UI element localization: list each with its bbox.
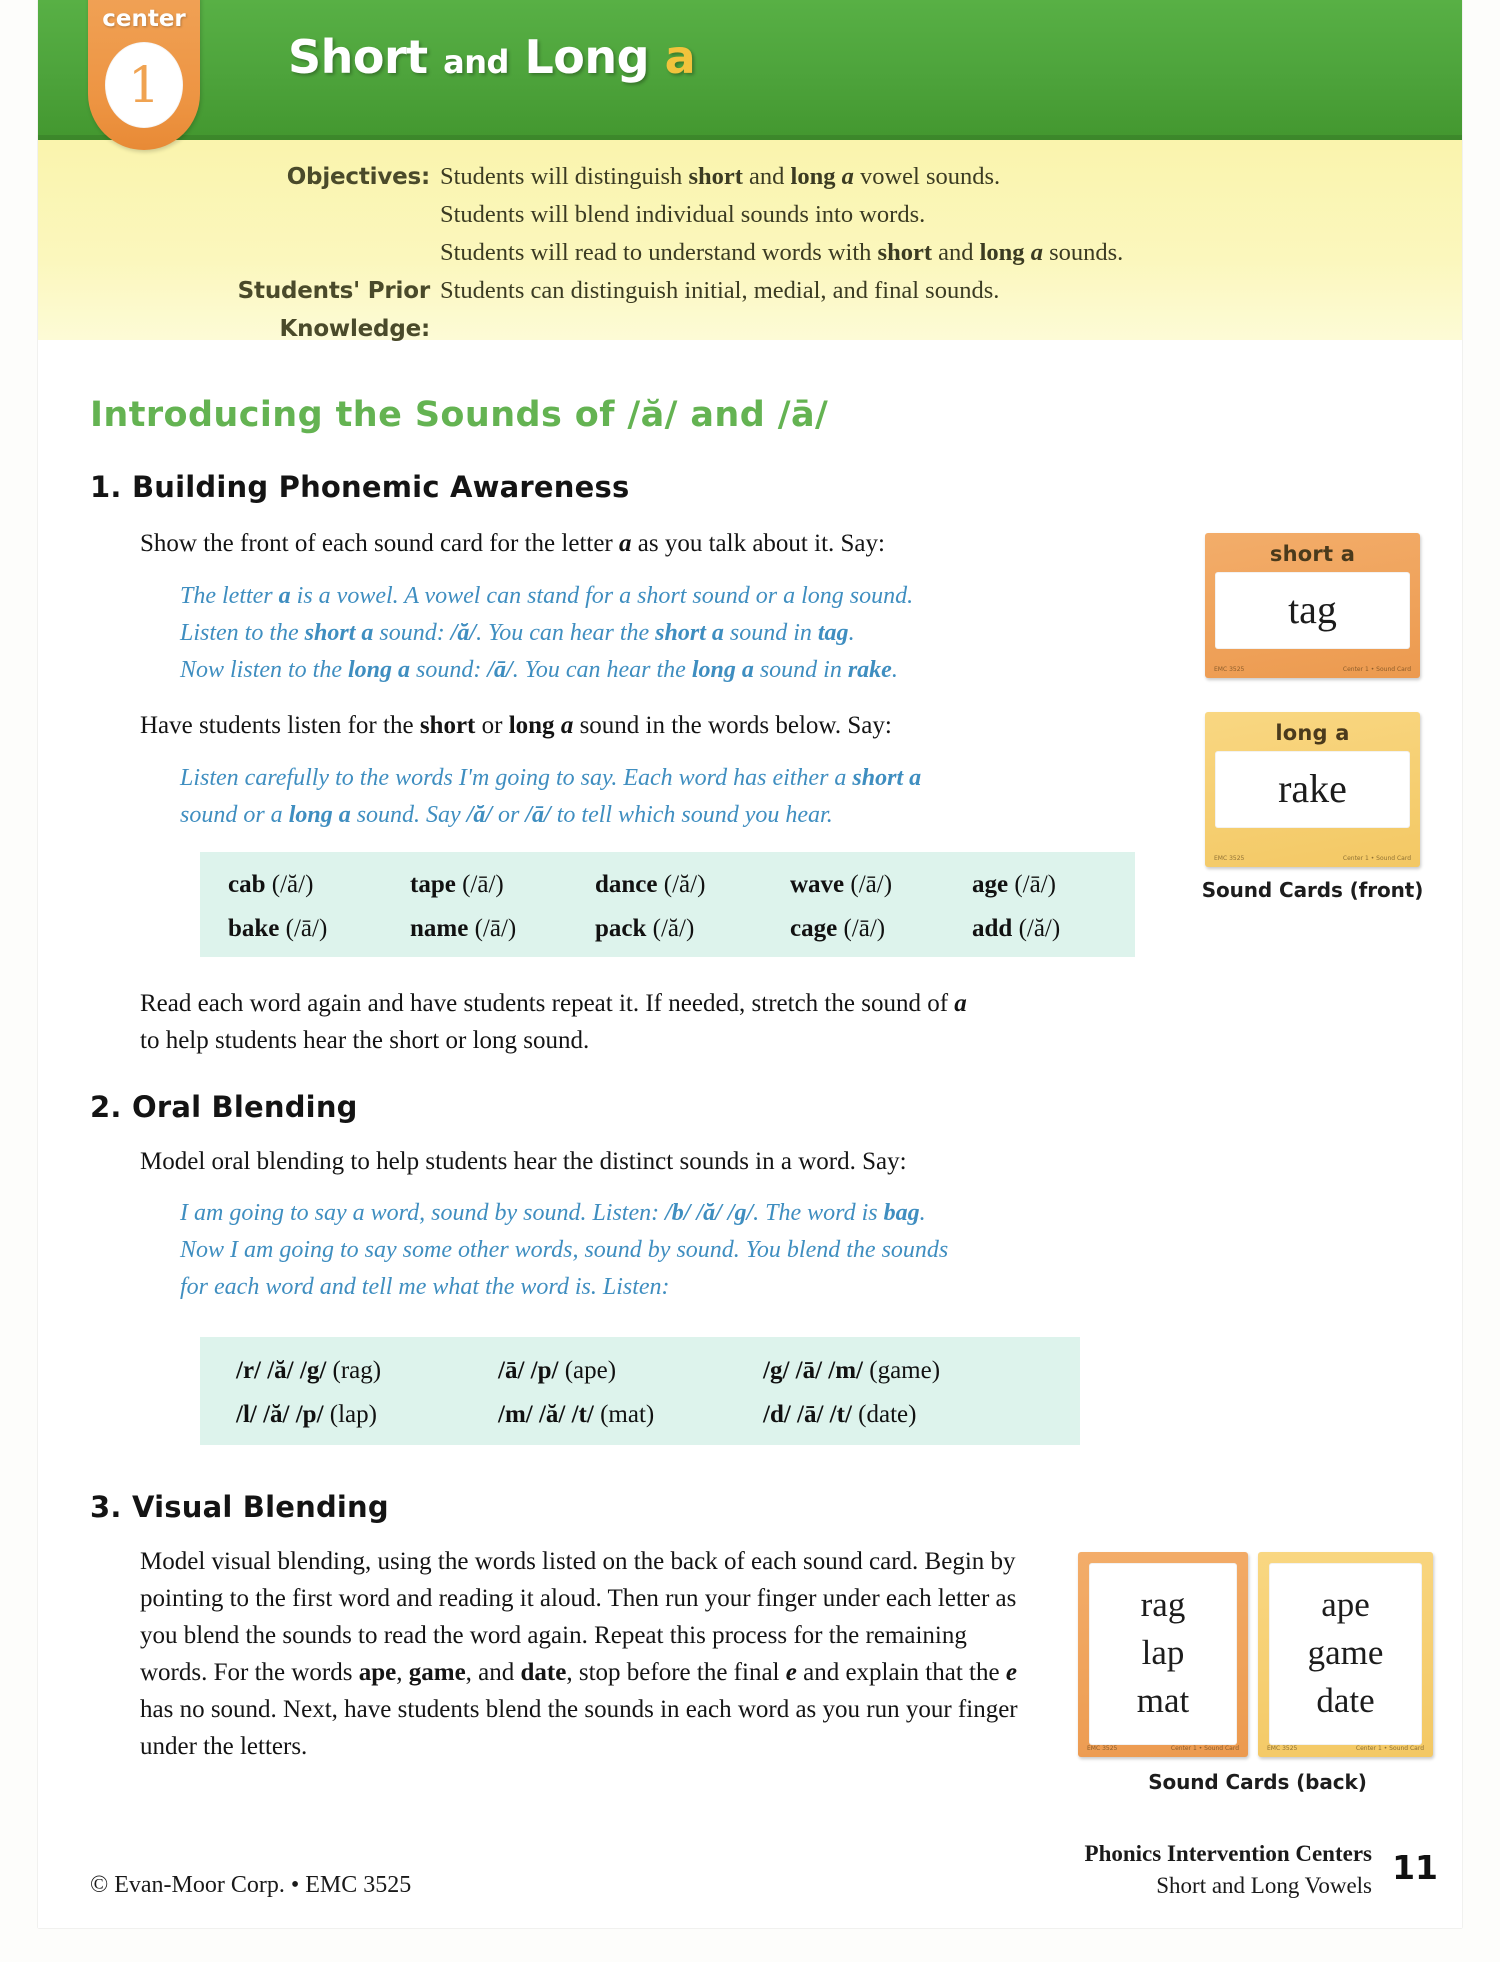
center-tab-number: 1 xyxy=(105,42,183,128)
sound-card-footer: EMC 3525 Center 1 • Sound Card xyxy=(1205,855,1420,864)
objective-line-3: Students will read to understand words w… xyxy=(440,239,1124,266)
center-tab-label: center xyxy=(102,6,186,32)
section-3-label: Visual Blending xyxy=(132,1490,389,1524)
card-foot-left: EMC 3525 xyxy=(1214,666,1245,673)
section-1-intro-2: Have students listen for the short or lo… xyxy=(140,712,892,739)
sound-card-footer: EMC 3525 Center 1 • Sound Card xyxy=(1078,1745,1248,1754)
header-banner: Short and Long a xyxy=(38,0,1462,140)
prior-knowledge-text: Students can distinguish initial, medial… xyxy=(440,277,1000,304)
objectives-banner xyxy=(38,140,1462,340)
script-line: Listen carefully to the words I'm going … xyxy=(180,765,922,791)
section-1-script-1: The letter a is a vowel. A vowel can sta… xyxy=(180,578,1060,689)
card-foot-left: EMC 3525 xyxy=(1214,855,1245,862)
sound-card-word: rake xyxy=(1215,751,1410,828)
section-2-index: 2. xyxy=(90,1090,122,1124)
section-1-label: Building Phonemic Awareness xyxy=(132,470,630,504)
sound-cards-front-caption: Sound Cards (front) xyxy=(1201,878,1424,902)
sound-card-back-long-a: ape game date EMC 3525 Center 1 • Sound Ca… xyxy=(1258,1552,1433,1757)
center-number-tab: center 1 xyxy=(88,0,200,150)
word-row: cab (/ă/) tape (/ā/) dance (/ă/) wave (/… xyxy=(228,863,1107,907)
objective-line-2: Students will blend individual sounds in… xyxy=(440,201,926,228)
objective-line-1: Students will distinguish short and long… xyxy=(440,163,1001,190)
section-3-body: Model visual blending, using the words l… xyxy=(140,1548,1018,1760)
section-heading: Introducing the Sounds of /ă/ and /ā/ xyxy=(90,395,829,435)
prior-knowledge-row: Students' Prior Knowledge: Students can … xyxy=(120,272,1420,348)
word-cell: age (/ā/) xyxy=(972,871,1056,898)
word-cell: /g/ /ā/ /m/ (game) xyxy=(763,1357,941,1384)
sound-card-word: tag xyxy=(1215,572,1410,649)
section-3-title: 3. Visual Blending xyxy=(90,1490,389,1524)
sound-card-category: long a xyxy=(1275,721,1350,745)
sound-card-footer: EMC 3525 Center 1 • Sound Card xyxy=(1258,1745,1433,1754)
sound-cards-back-caption: Sound Cards (back) xyxy=(1148,1770,1367,1794)
series-subtitle: Short and Long Vowels xyxy=(1156,1873,1372,1898)
word-cell: add (/ă/) xyxy=(972,915,1061,942)
word-cell: pack (/ă/) xyxy=(595,915,695,942)
card-foot-right: Center 1 • Sound Card xyxy=(1170,1745,1239,1752)
card-foot-left: EMC 3525 xyxy=(1087,1745,1118,1752)
script-line: I am going to say a word, sound by sound… xyxy=(180,1200,926,1226)
word-row: /l/ /ă/ /p/ (lap) /m/ /ă/ /t/ (mat) /d/ … xyxy=(236,1393,1044,1437)
sound-card-word-list: rag lap mat xyxy=(1089,1563,1237,1745)
word-cell: /d/ /ā/ /t/ (date) xyxy=(763,1401,917,1428)
sound-card-front-short-a: short a tag EMC 3525 Center 1 • Sound Ca… xyxy=(1205,533,1420,678)
section-1-outro: Read each word again and have students r… xyxy=(140,990,967,1054)
section-2-title: 2. Oral Blending xyxy=(90,1090,358,1124)
sound-card-back-short-a: rag lap mat EMC 3525 Center 1 • Sound Card xyxy=(1078,1552,1248,1757)
script-line: The letter a is a vowel. A vowel can sta… xyxy=(180,583,914,609)
word-cell: /r/ /ă/ /g/ (rag) xyxy=(236,1357,382,1384)
page-title: Short and Long a xyxy=(288,30,696,84)
word-row: bake (/ā/) name (/ā/) pack (/ă/) cage (/… xyxy=(228,907,1107,951)
script-line: for each word and tell me what the word … xyxy=(180,1274,670,1300)
card-foot-right: Center 1 • Sound Card xyxy=(1342,666,1411,673)
section-1-intro: Show the front of each sound card for th… xyxy=(140,530,885,557)
sound-card-front-long-a: long a rake EMC 3525 Center 1 • Sound Ca… xyxy=(1205,712,1420,867)
section-1-word-grid: cab (/ă/) tape (/ā/) dance (/ă/) wave (/… xyxy=(200,852,1135,957)
word-cell: cage (/ā/) xyxy=(790,915,886,942)
sound-card-word-list: ape game date xyxy=(1269,1563,1422,1745)
word-cell: bake (/ā/) xyxy=(228,915,328,942)
script-line: Now listen to the long a sound: /ā/. You… xyxy=(180,657,898,683)
script-line: sound or a long a sound. Say /ă/ or /ā/ … xyxy=(180,802,833,828)
objectives-row-3: Students will read to understand words w… xyxy=(120,234,1420,272)
word-cell: tape (/ā/) xyxy=(410,871,504,898)
word-cell: cab (/ă/) xyxy=(228,871,314,898)
section-3-index: 3. xyxy=(90,1490,122,1524)
section-2-script: I am going to say a word, sound by sound… xyxy=(180,1195,1080,1306)
title-long: Long xyxy=(524,30,650,84)
prior-knowledge-label: Students' Prior Knowledge: xyxy=(237,278,431,342)
objectives-row-2: Students will blend individual sounds in… xyxy=(120,196,1420,234)
section-2-word-grid: /r/ /ă/ /g/ (rag) /ā/ /p/ (ape) /g/ /ā/ … xyxy=(200,1337,1080,1445)
objectives-block: Objectives: Students will distinguish sh… xyxy=(120,158,1420,348)
card-foot-right: Center 1 • Sound Card xyxy=(1342,855,1411,862)
card-foot-left: EMC 3525 xyxy=(1267,1745,1298,1752)
title-vowel: a xyxy=(664,30,696,84)
copyright-text: © Evan-Moor Corp. • EMC 3525 xyxy=(90,1872,412,1898)
title-and: and xyxy=(443,43,509,81)
word-row: /r/ /ă/ /g/ (rag) /ā/ /p/ (ape) /g/ /ā/ … xyxy=(236,1349,1044,1393)
title-short: Short xyxy=(288,30,428,84)
word-cell: /ā/ /p/ (ape) xyxy=(498,1357,617,1384)
series-info: Phonics Intervention Centers Short and L… xyxy=(1085,1838,1372,1902)
section-2-intro: Model oral blending to help students hea… xyxy=(140,1148,907,1175)
word-cell: /l/ /ă/ /p/ (lap) xyxy=(236,1401,377,1428)
objectives-label: Objectives: xyxy=(286,164,430,190)
word-cell: /m/ /ă/ /t/ (mat) xyxy=(498,1401,655,1428)
section-1-title: 1. Building Phonemic Awareness xyxy=(90,470,629,504)
section-1-script-2: Listen carefully to the words I'm going … xyxy=(180,760,1050,834)
word-cell: wave (/ā/) xyxy=(790,871,893,898)
page-number: 11 xyxy=(1392,1848,1438,1887)
script-line: Now I am going to say some other words, … xyxy=(180,1237,949,1263)
section-2-label: Oral Blending xyxy=(132,1090,358,1124)
script-line: Listen to the short a sound: /ă/. You ca… xyxy=(180,620,855,646)
card-foot-right: Center 1 • Sound Card xyxy=(1355,1745,1424,1752)
sound-card-category: short a xyxy=(1269,542,1356,566)
word-cell: dance (/ă/) xyxy=(595,871,706,898)
sound-card-footer: EMC 3525 Center 1 • Sound Card xyxy=(1205,666,1420,675)
objectives-row-1: Objectives: Students will distinguish sh… xyxy=(120,158,1420,196)
word-cell: name (/ā/) xyxy=(410,915,517,942)
series-title: Phonics Intervention Centers xyxy=(1084,1841,1372,1866)
section-1-index: 1. xyxy=(90,470,122,504)
